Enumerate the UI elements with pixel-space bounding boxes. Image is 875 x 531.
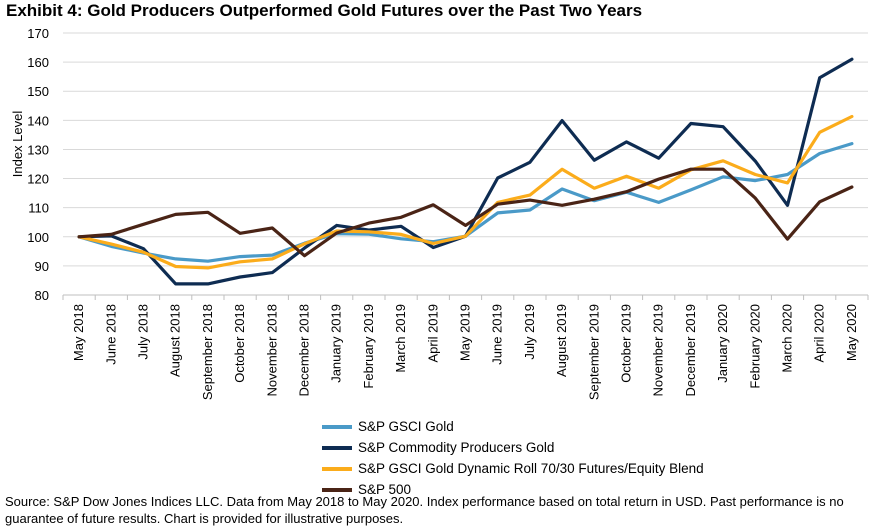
x-tick-label: July 2018 <box>136 304 151 360</box>
legend-label: S&P Commodity Producers Gold <box>358 440 555 455</box>
series-line <box>77 167 854 258</box>
x-tick-label: January 2020 <box>715 304 730 383</box>
chart-title: Exhibit 4: Gold Producers Outperformed G… <box>6 1 643 20</box>
y-tick-label: 170 <box>27 26 49 41</box>
legend-label: S&P 500 <box>358 482 412 497</box>
gridlines <box>63 32 868 267</box>
series-line <box>77 57 854 286</box>
x-tick-label: February 2019 <box>361 304 376 389</box>
legend: S&P GSCI Gold S&P Commodity Producers Gol… <box>322 416 704 500</box>
x-tick-label: December 2019 <box>683 304 698 397</box>
legend-swatch <box>322 445 352 450</box>
x-tick-label: October 2018 <box>232 304 247 383</box>
y-axis: 80 90 100 110 120 130 140 150 160 170 <box>27 26 49 303</box>
series-line <box>77 114 854 270</box>
x-tick-label: April 2019 <box>425 304 440 363</box>
legend-item: S&P GSCI Gold Dynamic Roll 70/30 Futures… <box>322 458 704 479</box>
x-axis: May 2018 June 2018 July 2018 August 2018 Sep… <box>62 294 869 400</box>
legend-label: S&P GSCI Gold Dynamic Roll 70/30 Futures… <box>358 461 704 476</box>
y-tick-label: 90 <box>35 259 49 274</box>
legend-swatch <box>322 466 352 471</box>
y-tick-label: 150 <box>27 84 49 99</box>
x-tick-label: August 2019 <box>554 304 569 377</box>
legend-item: S&P 500 <box>322 479 704 500</box>
x-tick-label: November 2018 <box>264 304 279 397</box>
y-tick-label: 120 <box>27 172 49 187</box>
x-tick-label: August 2018 <box>168 304 183 377</box>
x-tick-label: March 2020 <box>780 304 795 373</box>
x-tick-label: January 2019 <box>329 304 344 383</box>
x-tick-label: March 2019 <box>393 304 408 373</box>
series-lines <box>77 57 854 286</box>
legend-item: S&P Commodity Producers Gold <box>322 437 704 458</box>
x-tick-label: November 2019 <box>651 304 666 397</box>
legend-swatch <box>322 424 352 429</box>
y-axis-label: Index Level <box>10 111 25 178</box>
x-tick-label: December 2018 <box>297 304 312 397</box>
y-tick-label: 140 <box>27 113 49 128</box>
legend-label: S&P GSCI Gold <box>358 419 454 434</box>
x-tick-label: September 2019 <box>586 304 601 400</box>
line-chart: 80 90 100 110 120 130 140 150 160 170 May 2018 Jun… <box>10 26 869 400</box>
x-tick-label: April 2020 <box>812 304 827 363</box>
series-line <box>77 142 854 263</box>
x-tick-label: September 2018 <box>200 304 215 400</box>
y-tick-label: 110 <box>28 201 49 216</box>
x-tick-label: May 2019 <box>458 304 473 361</box>
x-tick-label: February 2020 <box>747 304 762 389</box>
y-tick-label: 130 <box>27 142 49 157</box>
x-tick-label: June 2018 <box>103 304 118 365</box>
legend-swatch <box>322 487 352 492</box>
y-tick-label: 80 <box>35 288 49 303</box>
x-tick-label: July 2019 <box>522 304 537 360</box>
x-tick-label: June 2019 <box>490 304 505 365</box>
x-tick-label: October 2019 <box>619 304 634 383</box>
y-tick-label: 100 <box>27 230 49 245</box>
y-tick-label: 160 <box>27 55 49 70</box>
source-note: Source: S&P Dow Jones Indices LLC. Data … <box>5 494 844 526</box>
x-tick-label: May 2020 <box>844 304 859 361</box>
x-tick-label: May 2018 <box>71 304 86 361</box>
legend-item: S&P GSCI Gold <box>322 416 704 437</box>
